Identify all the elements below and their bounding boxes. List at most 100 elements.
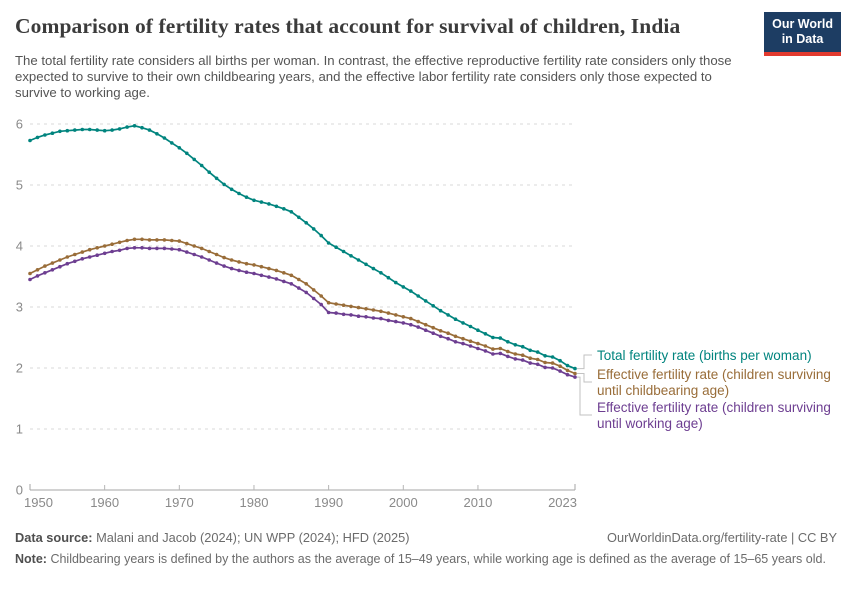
data-point-total-fertility-rate[interactable] (438, 308, 443, 313)
data-point-total-fertility-rate[interactable] (214, 176, 219, 181)
data-point-total-fertility-rate[interactable] (162, 136, 167, 140)
data-point-total-fertility-rate[interactable] (244, 195, 249, 199)
data-point-effective-fertility-working[interactable] (274, 277, 279, 281)
data-point-effective-fertility-childbearing[interactable] (476, 341, 480, 346)
data-point-total-fertility-rate[interactable] (535, 350, 540, 354)
data-point-effective-fertility-working[interactable] (297, 286, 301, 290)
data-point-effective-fertility-childbearing[interactable] (222, 255, 226, 260)
data-point-total-fertility-rate[interactable] (50, 131, 55, 135)
data-source-text[interactable]: Malani and Jacob (2024); UN WPP (2024); … (96, 530, 410, 545)
data-point-effective-fertility-childbearing[interactable] (117, 240, 122, 245)
data-point-effective-fertility-childbearing[interactable] (289, 273, 294, 278)
data-point-total-fertility-rate[interactable] (453, 317, 458, 321)
data-point-effective-fertility-working[interactable] (431, 331, 436, 335)
data-point-effective-fertility-working[interactable] (438, 334, 443, 339)
data-point-effective-fertility-childbearing[interactable] (252, 263, 256, 267)
data-point-effective-fertility-working[interactable] (244, 270, 249, 274)
data-point-effective-fertility-childbearing[interactable] (535, 357, 540, 362)
data-point-total-fertility-rate[interactable] (102, 128, 107, 133)
data-point-effective-fertility-working[interactable] (565, 372, 570, 377)
data-point-effective-fertility-working[interactable] (170, 247, 174, 251)
data-point-total-fertility-rate[interactable] (401, 285, 406, 289)
data-point-effective-fertility-childbearing[interactable] (311, 288, 316, 292)
data-point-effective-fertility-working[interactable] (386, 318, 391, 323)
data-point-effective-fertility-working[interactable] (35, 274, 40, 278)
data-point-effective-fertility-working[interactable] (259, 273, 264, 278)
data-point-total-fertility-rate[interactable] (498, 336, 503, 340)
data-point-effective-fertility-childbearing[interactable] (304, 282, 309, 286)
data-point-effective-fertility-childbearing[interactable] (401, 315, 406, 319)
data-point-effective-fertility-working[interactable] (528, 361, 532, 365)
data-point-total-fertility-rate[interactable] (364, 262, 368, 267)
data-point-effective-fertility-childbearing[interactable] (185, 241, 189, 246)
data-point-effective-fertility-childbearing[interactable] (214, 252, 219, 257)
data-point-total-fertility-rate[interactable] (28, 138, 32, 143)
data-point-effective-fertility-working[interactable] (506, 354, 510, 359)
data-point-effective-fertility-childbearing[interactable] (35, 268, 40, 272)
data-point-total-fertility-rate[interactable] (476, 328, 480, 332)
data-point-effective-fertility-childbearing[interactable] (558, 364, 562, 369)
data-point-effective-fertility-childbearing[interactable] (237, 260, 241, 264)
data-point-total-fertility-rate[interactable] (483, 332, 488, 336)
data-point-effective-fertility-working[interactable] (140, 246, 144, 250)
data-point-effective-fertility-working[interactable] (155, 246, 159, 251)
data-point-effective-fertility-childbearing[interactable] (386, 311, 391, 315)
data-point-effective-fertility-childbearing[interactable] (43, 264, 47, 268)
data-point-effective-fertility-working[interactable] (371, 316, 376, 320)
data-point-effective-fertility-working[interactable] (423, 328, 428, 332)
data-point-effective-fertility-childbearing[interactable] (334, 302, 338, 306)
series-line-total-fertility-rate[interactable] (29, 124, 576, 370)
data-point-total-fertility-rate[interactable] (185, 151, 189, 156)
data-point-total-fertility-rate[interactable] (140, 125, 144, 130)
data-point-effective-fertility-working[interactable] (341, 312, 346, 317)
data-point-effective-fertility-childbearing[interactable] (565, 368, 570, 373)
data-point-total-fertility-rate[interactable] (282, 207, 286, 211)
data-point-effective-fertility-working[interactable] (334, 311, 338, 315)
data-point-effective-fertility-childbearing[interactable] (259, 264, 264, 269)
legend-label-effective-fertility-childbearing[interactable]: Effective fertility rate (children survi… (597, 367, 831, 382)
data-point-effective-fertility-working[interactable] (73, 259, 77, 264)
data-point-effective-fertility-childbearing[interactable] (87, 247, 92, 252)
data-point-effective-fertility-working[interactable] (394, 319, 398, 324)
data-point-effective-fertility-working[interactable] (364, 315, 368, 319)
data-point-effective-fertility-working[interactable] (491, 352, 495, 356)
data-point-effective-fertility-childbearing[interactable] (431, 325, 436, 330)
data-point-effective-fertility-working[interactable] (356, 314, 361, 318)
data-point-effective-fertility-working[interactable] (453, 340, 458, 344)
data-point-effective-fertility-childbearing[interactable] (267, 266, 271, 271)
data-point-effective-fertility-childbearing[interactable] (341, 303, 346, 307)
data-point-effective-fertility-working[interactable] (468, 344, 473, 348)
data-point-effective-fertility-childbearing[interactable] (468, 339, 473, 343)
data-point-effective-fertility-childbearing[interactable] (394, 313, 398, 317)
owid-logo[interactable]: Our World in Data (764, 12, 841, 56)
data-point-total-fertility-rate[interactable] (87, 127, 92, 132)
data-point-effective-fertility-childbearing[interactable] (364, 307, 368, 311)
data-point-effective-fertility-childbearing[interactable] (349, 304, 353, 309)
data-point-total-fertility-rate[interactable] (379, 271, 383, 275)
data-point-effective-fertility-working[interactable] (147, 246, 152, 251)
data-point-effective-fertility-childbearing[interactable] (319, 294, 324, 298)
fertility-line-chart[interactable]: 0 1 2 3 4 5 6 1950 1960 1970 1980 1990 2000 2010 2023 T… (0, 100, 850, 520)
data-point-total-fertility-rate[interactable] (573, 366, 577, 371)
data-point-effective-fertility-childbearing[interactable] (550, 361, 555, 365)
data-point-effective-fertility-childbearing[interactable] (438, 329, 443, 333)
data-point-total-fertility-rate[interactable] (125, 125, 129, 129)
data-point-total-fertility-rate[interactable] (356, 258, 361, 262)
data-point-effective-fertility-childbearing[interactable] (483, 344, 488, 348)
data-point-effective-fertility-childbearing[interactable] (170, 238, 174, 243)
data-point-effective-fertility-childbearing[interactable] (423, 322, 428, 327)
data-point-effective-fertility-childbearing[interactable] (326, 300, 331, 305)
data-point-effective-fertility-childbearing[interactable] (177, 239, 182, 243)
data-point-effective-fertility-working[interactable] (50, 268, 55, 272)
data-point-total-fertility-rate[interactable] (468, 324, 473, 329)
data-point-total-fertility-rate[interactable] (147, 128, 152, 132)
data-point-effective-fertility-working[interactable] (498, 351, 503, 356)
data-point-total-fertility-rate[interactable] (349, 254, 353, 258)
data-point-effective-fertility-working[interactable] (282, 279, 286, 284)
legend-label-total-fertility-rate[interactable]: Total fertility rate (births per woman) (597, 348, 812, 363)
data-point-total-fertility-rate[interactable] (558, 358, 562, 363)
data-point-effective-fertility-childbearing[interactable] (543, 360, 547, 365)
data-point-effective-fertility-childbearing[interactable] (409, 316, 413, 321)
data-point-total-fertility-rate[interactable] (311, 227, 316, 231)
data-point-total-fertility-rate[interactable] (520, 344, 525, 349)
